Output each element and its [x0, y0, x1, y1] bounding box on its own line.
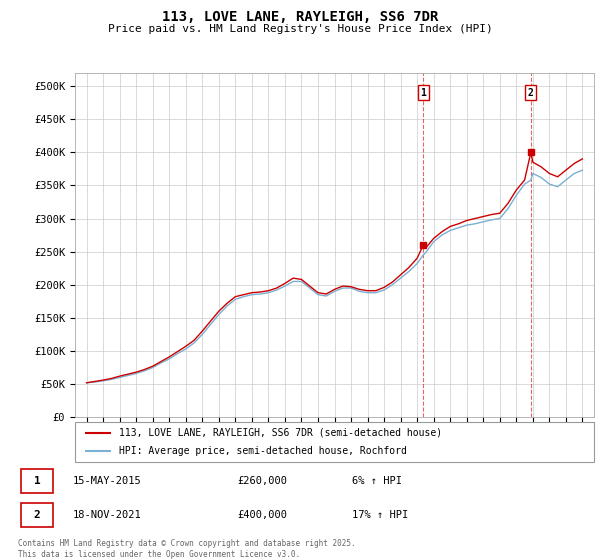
Text: 1: 1 [421, 88, 426, 97]
Text: HPI: Average price, semi-detached house, Rochford: HPI: Average price, semi-detached house,… [119, 446, 407, 456]
Text: 2: 2 [34, 510, 40, 520]
Text: 113, LOVE LANE, RAYLEIGH, SS6 7DR (semi-detached house): 113, LOVE LANE, RAYLEIGH, SS6 7DR (semi-… [119, 428, 442, 437]
Text: 2: 2 [528, 88, 534, 97]
Text: 18-NOV-2021: 18-NOV-2021 [73, 510, 142, 520]
Text: Contains HM Land Registry data © Crown copyright and database right 2025.
This d: Contains HM Land Registry data © Crown c… [18, 539, 356, 559]
FancyBboxPatch shape [21, 469, 53, 493]
FancyBboxPatch shape [75, 422, 594, 462]
Text: 17% ↑ HPI: 17% ↑ HPI [352, 510, 409, 520]
Text: 15-MAY-2015: 15-MAY-2015 [73, 476, 142, 486]
Text: 6% ↑ HPI: 6% ↑ HPI [352, 476, 402, 486]
Text: £400,000: £400,000 [237, 510, 287, 520]
Text: 113, LOVE LANE, RAYLEIGH, SS6 7DR: 113, LOVE LANE, RAYLEIGH, SS6 7DR [162, 10, 438, 24]
FancyBboxPatch shape [21, 503, 53, 528]
Text: £260,000: £260,000 [237, 476, 287, 486]
Text: Price paid vs. HM Land Registry's House Price Index (HPI): Price paid vs. HM Land Registry's House … [107, 24, 493, 34]
Text: 1: 1 [34, 476, 40, 486]
